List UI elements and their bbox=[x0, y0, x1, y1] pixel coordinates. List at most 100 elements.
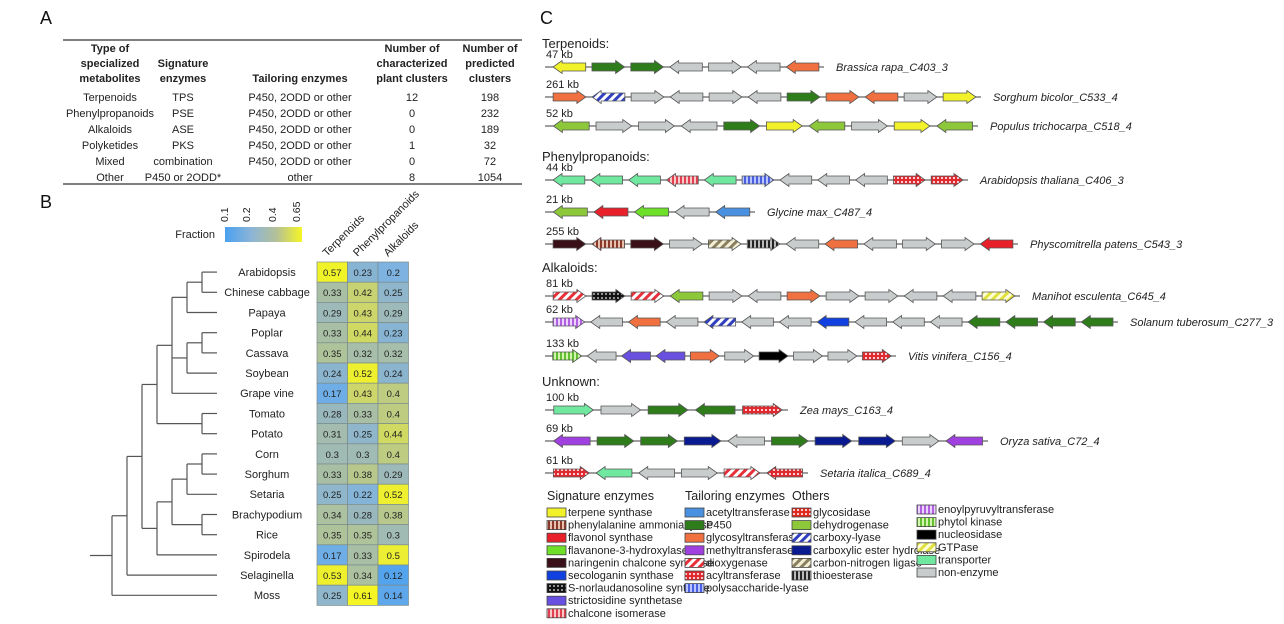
heatmap-value: 0.33 bbox=[323, 470, 342, 481]
legend-label: glycosidase bbox=[813, 507, 870, 519]
gene-legend: Signature enzymes terpene synthasephenyla… bbox=[546, 489, 1054, 620]
heatmap-value: 0.3 bbox=[387, 531, 400, 542]
table-header: enzymes bbox=[160, 73, 206, 85]
table-header: Number of bbox=[463, 43, 518, 55]
legend-swatch-snor bbox=[546, 583, 567, 593]
heatmap-value: 0.28 bbox=[323, 409, 342, 420]
legend-swatch-carboxy bbox=[791, 532, 812, 543]
gene-arrow-naringenin bbox=[630, 236, 665, 252]
heatmap-value: 0.23 bbox=[354, 268, 373, 279]
legend-swatch-seco bbox=[546, 570, 567, 581]
heatmap-value: 0.5 bbox=[387, 551, 400, 562]
gene-arrow-dioxy bbox=[723, 465, 761, 481]
heatmap-value: 0.17 bbox=[323, 551, 342, 562]
legend-swatch-dehyd bbox=[791, 520, 812, 530]
species-label: Poplar bbox=[251, 328, 283, 340]
legend-label: glycosyltransferase bbox=[706, 532, 800, 544]
legend-swatch-none bbox=[916, 567, 937, 578]
legend-label: methyltransferase bbox=[706, 545, 793, 557]
table-header: plant clusters bbox=[376, 73, 448, 85]
gene-arrow-none bbox=[863, 236, 897, 252]
cluster-size: 100 kb bbox=[546, 392, 579, 404]
legend-swatch-cnligase bbox=[791, 558, 812, 568]
gene-arrow-none bbox=[669, 236, 703, 252]
heatmap-value: 0.35 bbox=[354, 531, 373, 542]
legend-label: secologanin synthase bbox=[568, 570, 674, 582]
gene-arrow-transp bbox=[703, 172, 737, 188]
cluster-size: 62 kb bbox=[546, 304, 573, 316]
cluster-name: Sorghum bicolor_C533_4 bbox=[993, 92, 1118, 104]
gene-arrow-seco bbox=[816, 314, 850, 330]
heatmap-value: 0.61 bbox=[354, 591, 373, 602]
legend-swatch-terpene bbox=[546, 507, 567, 518]
gene-arrow-cnligase bbox=[708, 236, 742, 252]
table-header: Signature bbox=[158, 58, 209, 70]
heatmap-value: 0.24 bbox=[323, 369, 342, 380]
heatmap-value: 0.29 bbox=[384, 308, 403, 319]
gene-arrow-transp bbox=[627, 172, 661, 188]
species-label: Selaginella bbox=[240, 570, 295, 582]
heatmap-value: 0.44 bbox=[384, 430, 403, 441]
gene-arrow-enoyl bbox=[552, 314, 586, 330]
gene-arrow-phytol bbox=[552, 348, 583, 364]
table-header: Type of bbox=[91, 43, 130, 55]
gene-arrow-p450 bbox=[723, 118, 761, 134]
cluster-size: 47 kb bbox=[546, 49, 573, 61]
legend-label: S-norlaudanosoline synthase bbox=[568, 583, 710, 595]
table-cell: P450 or 2ODD* bbox=[145, 172, 222, 184]
species-label: Arabidopsis bbox=[238, 267, 296, 279]
legend-label: non-enzyme bbox=[938, 567, 999, 579]
heatmap-value: 0.25 bbox=[323, 490, 342, 501]
heatmap-value: 0.57 bbox=[323, 268, 342, 279]
table-cell: Mixed bbox=[95, 156, 124, 168]
legend-swatch-stricto bbox=[546, 595, 567, 606]
species-label: Potato bbox=[251, 429, 283, 441]
cluster-name: Setaria italica_C689_4 bbox=[820, 468, 931, 480]
gene-arrow-acyl bbox=[553, 465, 590, 481]
gene-arrow-none bbox=[668, 59, 703, 75]
cluster-size: 44 kb bbox=[546, 162, 573, 174]
legend-label: enoylpyruvyltransferase bbox=[938, 504, 1054, 516]
legend-swatch-glycosid bbox=[791, 507, 812, 518]
cluster-name: Oryza sativa_C72_4 bbox=[1000, 436, 1100, 448]
legend-swatch-chalcone bbox=[546, 608, 567, 619]
panel-label-c: C bbox=[540, 8, 553, 28]
gene-arrow-terpene bbox=[552, 59, 587, 75]
table-cell: ASE bbox=[172, 124, 194, 136]
gene-arrow-p450 bbox=[967, 314, 1001, 330]
heatmap-value: 0.29 bbox=[384, 470, 403, 481]
colorbar-tick: 0.65 bbox=[291, 201, 303, 222]
heatmap-value: 0.33 bbox=[323, 288, 342, 299]
gene-arrow-transp bbox=[595, 465, 633, 481]
table-cell: Phenylpropanoids bbox=[66, 108, 155, 120]
heatmap-value: 0.35 bbox=[323, 531, 342, 542]
table-cell: 32 bbox=[484, 140, 496, 152]
table-cell: 0 bbox=[409, 124, 415, 136]
legend-swatch-flavanone bbox=[546, 545, 567, 556]
gene-arrow-dehyd bbox=[669, 288, 704, 304]
gene-arrow-flavonol bbox=[979, 236, 1014, 252]
heatmap-value: 0.32 bbox=[354, 349, 373, 360]
gene-arrow-stricto bbox=[655, 348, 686, 364]
colorbar-label: Fraction bbox=[175, 229, 215, 241]
cluster-size: 69 kb bbox=[546, 423, 573, 435]
gene-arrow-flavonol bbox=[593, 204, 629, 220]
species-label: Tomato bbox=[249, 408, 285, 420]
gene-arrow-none bbox=[741, 314, 774, 330]
gene-arrow-stricto bbox=[620, 348, 651, 364]
colorbar-tick: 0.2 bbox=[241, 207, 253, 222]
gene-arrow-glyco bbox=[864, 89, 899, 105]
gene-arrow-none bbox=[891, 314, 925, 330]
heatmap-value: 0.12 bbox=[384, 571, 403, 582]
legend-swatch-nucleo bbox=[916, 529, 937, 540]
gene-arrow-none bbox=[903, 288, 938, 304]
legend-swatch-phytol bbox=[916, 517, 937, 527]
heatmap-value: 0.52 bbox=[384, 490, 403, 501]
legend-swatch-p450 bbox=[684, 520, 705, 530]
gene-arrow-dehyd bbox=[808, 118, 846, 134]
heatmap-value: 0.4 bbox=[387, 409, 400, 420]
gene-arrow-transp bbox=[553, 402, 595, 418]
table-cell: 0 bbox=[409, 108, 415, 120]
heatmap-value: 0.23 bbox=[384, 329, 403, 340]
